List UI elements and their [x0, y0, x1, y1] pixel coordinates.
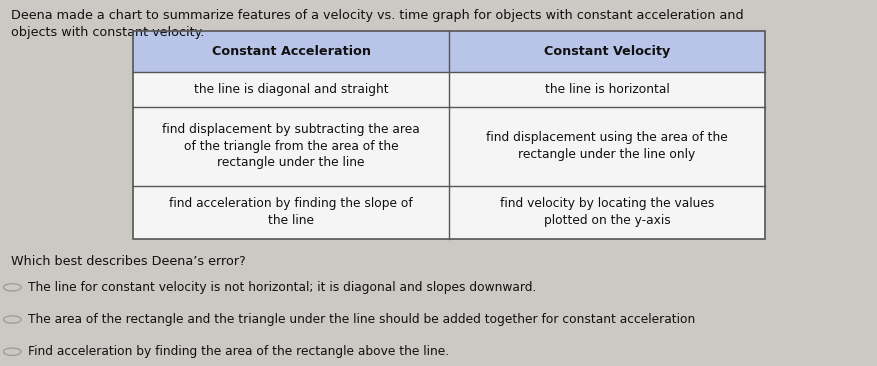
FancyBboxPatch shape: [449, 72, 765, 107]
Text: Constant Velocity: Constant Velocity: [544, 45, 670, 58]
Text: find displacement by subtracting the area
of the triangle from the area of the
r: find displacement by subtracting the are…: [162, 123, 420, 169]
FancyBboxPatch shape: [133, 186, 449, 239]
Text: the line is horizontal: the line is horizontal: [545, 83, 669, 96]
Text: The line for constant velocity is not horizontal; it is diagonal and slopes down: The line for constant velocity is not ho…: [28, 281, 537, 294]
Text: Find acceleration by finding the area of the rectangle above the line.: Find acceleration by finding the area of…: [28, 345, 449, 358]
FancyBboxPatch shape: [449, 186, 765, 239]
Text: find acceleration by finding the slope of
the line: find acceleration by finding the slope o…: [169, 197, 413, 227]
Text: The area of the rectangle and the triangle under the line should be added togeth: The area of the rectangle and the triang…: [28, 313, 695, 326]
FancyBboxPatch shape: [449, 31, 765, 72]
Text: find velocity by locating the values
plotted on the y-axis: find velocity by locating the values plo…: [500, 197, 714, 227]
FancyBboxPatch shape: [133, 31, 449, 72]
Text: find displacement using the area of the
rectangle under the line only: find displacement using the area of the …: [486, 131, 728, 161]
FancyBboxPatch shape: [133, 72, 449, 107]
Text: the line is diagonal and straight: the line is diagonal and straight: [194, 83, 389, 96]
FancyBboxPatch shape: [449, 107, 765, 186]
Text: Constant Acceleration: Constant Acceleration: [211, 45, 371, 58]
Text: Deena made a chart to summarize features of a velocity vs. time graph for object: Deena made a chart to summarize features…: [11, 9, 743, 39]
Text: Which best describes Deena’s error?: Which best describes Deena’s error?: [11, 255, 246, 268]
FancyBboxPatch shape: [133, 107, 449, 186]
